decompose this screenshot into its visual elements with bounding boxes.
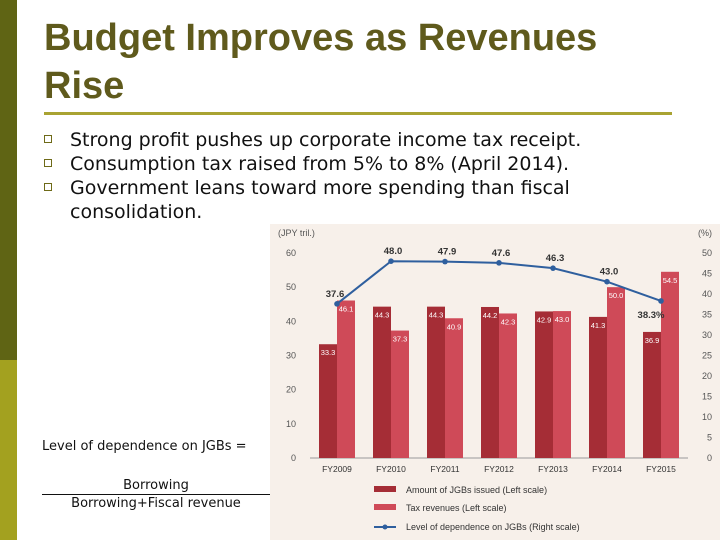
jgb-bar <box>427 306 445 458</box>
x-axis-tick: FY2011 <box>430 464 459 474</box>
left-axis-tick: 0 <box>291 453 296 463</box>
tax-bar-label: 37.3 <box>393 335 408 344</box>
dependence-point <box>550 265 556 271</box>
dependence-point-label: 38.3% <box>638 310 665 321</box>
right-axis-tick: 25 <box>702 351 712 361</box>
dependence-point-label: 47.9 <box>438 247 457 258</box>
dependence-point-label: 43.0 <box>600 267 619 278</box>
square-bullet-icon <box>44 183 52 191</box>
dependence-point <box>604 278 610 285</box>
jgb-bar <box>481 306 499 458</box>
left-axis-tick: 10 <box>286 419 296 429</box>
right-axis-unit: (%) <box>698 228 712 238</box>
tax-bar <box>391 330 409 458</box>
jgb-bar-label: 44.3 <box>375 311 390 320</box>
jgb-bar-label: 33.3 <box>321 348 336 357</box>
side-accent-bar-dark <box>0 0 17 360</box>
right-axis-tick: 10 <box>702 412 712 422</box>
bullet-text: Consumption tax raised from 5% to 8% (Ap… <box>70 153 570 175</box>
bullet-item: Strong profit pushes up corporate income… <box>44 128 644 152</box>
dependence-point <box>496 260 502 266</box>
jgb-bar <box>589 316 607 458</box>
tax-bar <box>499 313 517 458</box>
right-axis-tick: 0 <box>707 453 712 463</box>
title-divider <box>44 112 672 115</box>
x-axis-tick: FY2009 <box>322 464 352 474</box>
right-axis-tick: 45 <box>702 269 712 279</box>
dependence-point-label: 47.6 <box>492 248 511 259</box>
tax-bar-label: 42.3 <box>501 317 516 326</box>
bullet-item: Government leans toward more spending th… <box>44 176 644 224</box>
tax-bar <box>337 300 355 458</box>
bullet-item: Consumption tax raised from 5% to 8% (Ap… <box>44 152 644 176</box>
x-axis-tick: FY2010 <box>376 464 406 474</box>
jgb-bar-label: 36.9 <box>645 336 660 345</box>
bullet-text: Government leans toward more spending th… <box>70 177 570 223</box>
right-axis-tick: 20 <box>702 371 712 381</box>
chart-canvas: (JPY tril.) (%) 0 10 20 30 40 50 60 0 5 10 15 20 25 30 3… <box>278 228 712 532</box>
legend-label-jgb: Amount of JGBs issued (Left scale) <box>406 485 547 495</box>
left-axis-tick: 50 <box>286 282 296 292</box>
right-axis-tick: 35 <box>702 310 712 320</box>
formula-numerator: Borrowing <box>42 477 270 495</box>
square-bullet-icon <box>44 135 52 143</box>
left-axis-tick: 30 <box>286 351 296 361</box>
tax-bar-label: 50.0 <box>609 291 624 300</box>
jgb-bar <box>373 306 391 458</box>
formula-denominator: Borrowing+Fiscal revenue <box>71 496 241 511</box>
legend-label-dependence: Level of dependence on JGBs (Right scale… <box>406 522 580 532</box>
tax-bar <box>553 311 571 458</box>
tax-bar-label: 43.0 <box>555 315 570 324</box>
legend-swatch-tax <box>374 504 396 510</box>
side-accent-bar-light <box>0 360 17 540</box>
x-axis-tick: FY2015 <box>646 464 676 474</box>
left-axis-unit: (JPY tril.) <box>278 228 315 238</box>
jgb-bar-label: 44.3 <box>429 311 444 320</box>
formula-label: Level of dependence on JGBs = <box>42 439 247 454</box>
dependence-point-label: 48.0 <box>384 246 403 257</box>
left-axis-tick: 40 <box>286 316 296 326</box>
bullet-list: Strong profit pushes up corporate income… <box>44 128 644 224</box>
dependence-point <box>658 298 664 304</box>
jgb-bar <box>319 344 337 458</box>
jgb-bar-label: 42.9 <box>537 315 552 324</box>
jgb-bar-label: 44.2 <box>483 311 498 320</box>
tax-bar <box>445 318 463 458</box>
tax-bar-label: 40.9 <box>447 322 462 331</box>
square-bullet-icon <box>44 159 52 167</box>
legend-swatch-jgb <box>374 486 396 492</box>
legend-swatch-point <box>382 524 388 530</box>
jgb-bar <box>535 311 553 458</box>
budget-chart: (JPY tril.) (%) 0 10 20 30 40 50 60 0 5 10 15 20 25 30 3… <box>270 224 720 540</box>
tax-bar-label: 54.5 <box>663 276 678 285</box>
jgb-bar <box>643 331 661 458</box>
jgb-bar-label: 41.3 <box>591 321 606 330</box>
right-axis-tick: 30 <box>702 330 712 340</box>
dependence-point-label: 46.3 <box>546 253 565 264</box>
right-axis-tick: 15 <box>702 392 712 402</box>
right-axis-tick: 40 <box>702 289 712 299</box>
x-axis-tick: FY2012 <box>484 464 514 474</box>
bullet-text: Strong profit pushes up corporate income… <box>70 129 582 151</box>
x-axis-tick: FY2013 <box>538 464 568 474</box>
dependence-point <box>388 258 394 264</box>
x-axis-tick: FY2014 <box>592 464 622 474</box>
right-axis-tick: 5 <box>707 433 712 443</box>
dependence-point <box>334 301 340 307</box>
slide-title: Budget Improves as Revenues Rise <box>44 17 598 107</box>
legend-label-tax: Tax revenues (Left scale) <box>406 503 507 513</box>
tax-bar-label: 46.1 <box>339 304 354 313</box>
left-axis-tick: 60 <box>286 248 296 258</box>
tax-bar <box>661 271 679 458</box>
dependence-point-label: 37.6 <box>326 289 345 300</box>
dependence-formula: Level of dependence on JGBs = Borrowing … <box>42 438 270 512</box>
left-axis-tick: 20 <box>286 385 296 395</box>
tax-bar <box>607 287 625 458</box>
right-axis-tick: 50 <box>702 248 712 258</box>
dependence-point <box>442 258 448 265</box>
